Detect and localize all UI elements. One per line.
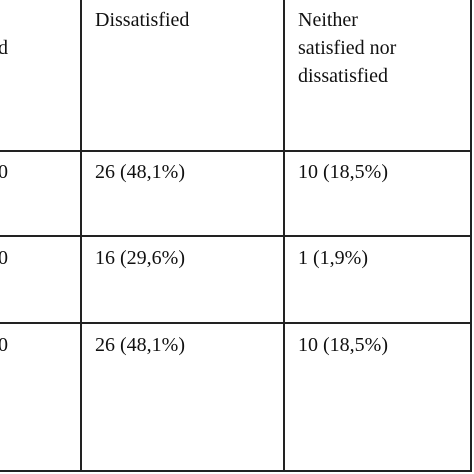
table-cell: 26 (48,1%) <box>95 161 185 183</box>
table-cell: 1 (1,9%) <box>298 247 368 269</box>
table-cell: 0 <box>0 247 8 269</box>
header-cell: d <box>0 37 8 59</box>
row-border <box>0 470 472 472</box>
table-cell: 0 <box>0 334 8 356</box>
table-cell: 10 (18,5%) <box>298 161 388 183</box>
row-border <box>0 150 472 152</box>
row-border <box>0 322 472 324</box>
header-cell: Neither satisfied nor dissatisfied <box>298 9 397 87</box>
row-border <box>0 235 472 237</box>
table-cell: 26 (48,1%) <box>95 334 185 356</box>
header-cell: Dissatisfied <box>95 9 190 31</box>
table-cell: 10 (18,5%) <box>298 334 388 356</box>
table-cell: 16 (29,6%) <box>95 247 185 269</box>
table-cell: 0 <box>0 161 8 183</box>
